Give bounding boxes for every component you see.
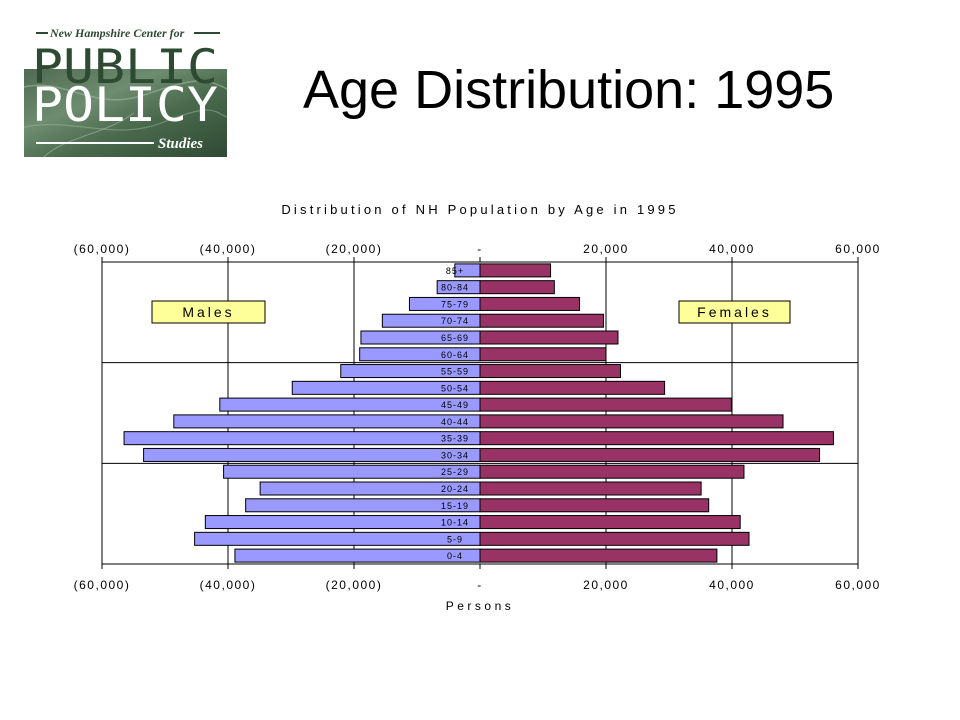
age-group-label: 10-14 [441, 518, 469, 528]
female-bar [479, 498, 710, 513]
x-tick-label-bottom: (40,000) [200, 578, 257, 592]
age-group-label: 15-19 [441, 501, 469, 511]
x-tick-label-bottom: 40,000 [709, 578, 755, 592]
x-tick-label-top: (40,000) [200, 242, 257, 256]
age-group-label: 80-84 [441, 283, 469, 293]
center-logo: New Hampshire Center for PUBLIC POLICY S… [24, 17, 227, 157]
age-group-label: 5-9 [447, 534, 463, 544]
female-bar [479, 280, 555, 295]
x-tick-label-top: (60,000) [74, 242, 131, 256]
x-tick-label-bottom: 60,000 [835, 578, 881, 592]
legend-box-label: Males [182, 304, 234, 320]
female-bar [479, 548, 718, 563]
logo-line3: POLICY [32, 78, 218, 133]
male-bar [234, 548, 481, 563]
female-bar [479, 397, 732, 412]
x-tick-label-bottom: (60,000) [74, 578, 131, 592]
female-bar [479, 464, 745, 479]
age-group-label: 85+ [446, 266, 464, 276]
female-bar [479, 313, 604, 328]
legend-box [678, 300, 791, 324]
x-tick-label-bottom: (20,000) [326, 578, 383, 592]
female-bar [479, 347, 607, 362]
plot-area: (60,000) (60,000) (40,000) (40,000) (20,000)… [74, 242, 881, 592]
age-group-label: 65-69 [441, 333, 469, 343]
female-bar [479, 296, 581, 311]
x-tick-label-top: - [477, 242, 483, 256]
chart-title: Distribution of NH Population by Age in … [281, 202, 678, 217]
male-bar [143, 447, 481, 462]
x-tick-label-bottom: - [477, 578, 483, 592]
age-group-label: 70-74 [441, 316, 469, 326]
slide-title: Age Distribution: 1995 [303, 60, 835, 120]
age-group-label: 50-54 [441, 383, 469, 393]
x-axis-label: Persons [446, 599, 515, 613]
male-bar [204, 515, 481, 530]
male-bar [194, 531, 481, 546]
female-bar [479, 481, 702, 496]
logo-line4: Studies [158, 136, 203, 152]
x-tick-label-top: (20,000) [326, 242, 383, 256]
male-bar [173, 414, 481, 429]
age-group-label: 55-59 [441, 367, 469, 377]
female-bar [479, 330, 619, 345]
x-tick-label-top: 20,000 [583, 242, 629, 256]
legend-box [151, 300, 266, 324]
age-group-label: 45-49 [441, 400, 469, 410]
x-tick-label-top: 60,000 [835, 242, 881, 256]
logo-graphic: New Hampshire Center for PUBLIC POLICY S… [24, 17, 227, 157]
age-group-label: 35-39 [441, 434, 469, 444]
logo-line2: PUBLIC [32, 40, 218, 95]
female-bar [479, 380, 666, 395]
female-bar [479, 515, 741, 530]
age-group-label: 25-29 [441, 467, 469, 477]
legend-box-label: Females [697, 304, 772, 320]
male-bar [123, 431, 481, 446]
logo-line1: New Hampshire Center for [49, 26, 185, 40]
age-group-label: 40-44 [441, 417, 469, 427]
female-bar [479, 531, 750, 546]
x-tick-label-top: 40,000 [709, 242, 755, 256]
age-group-label: 30-34 [441, 450, 469, 460]
female-bar [479, 414, 784, 429]
female-bar [479, 364, 621, 379]
age-group-label: 20-24 [441, 484, 469, 494]
female-bar [479, 447, 821, 462]
female-bar [479, 431, 834, 446]
age-group-label: 75-79 [441, 299, 469, 309]
age-group-label: 60-64 [441, 350, 469, 360]
x-tick-label-bottom: 20,000 [583, 578, 629, 592]
age-group-label: 0-4 [447, 551, 463, 561]
female-bar [479, 263, 552, 278]
